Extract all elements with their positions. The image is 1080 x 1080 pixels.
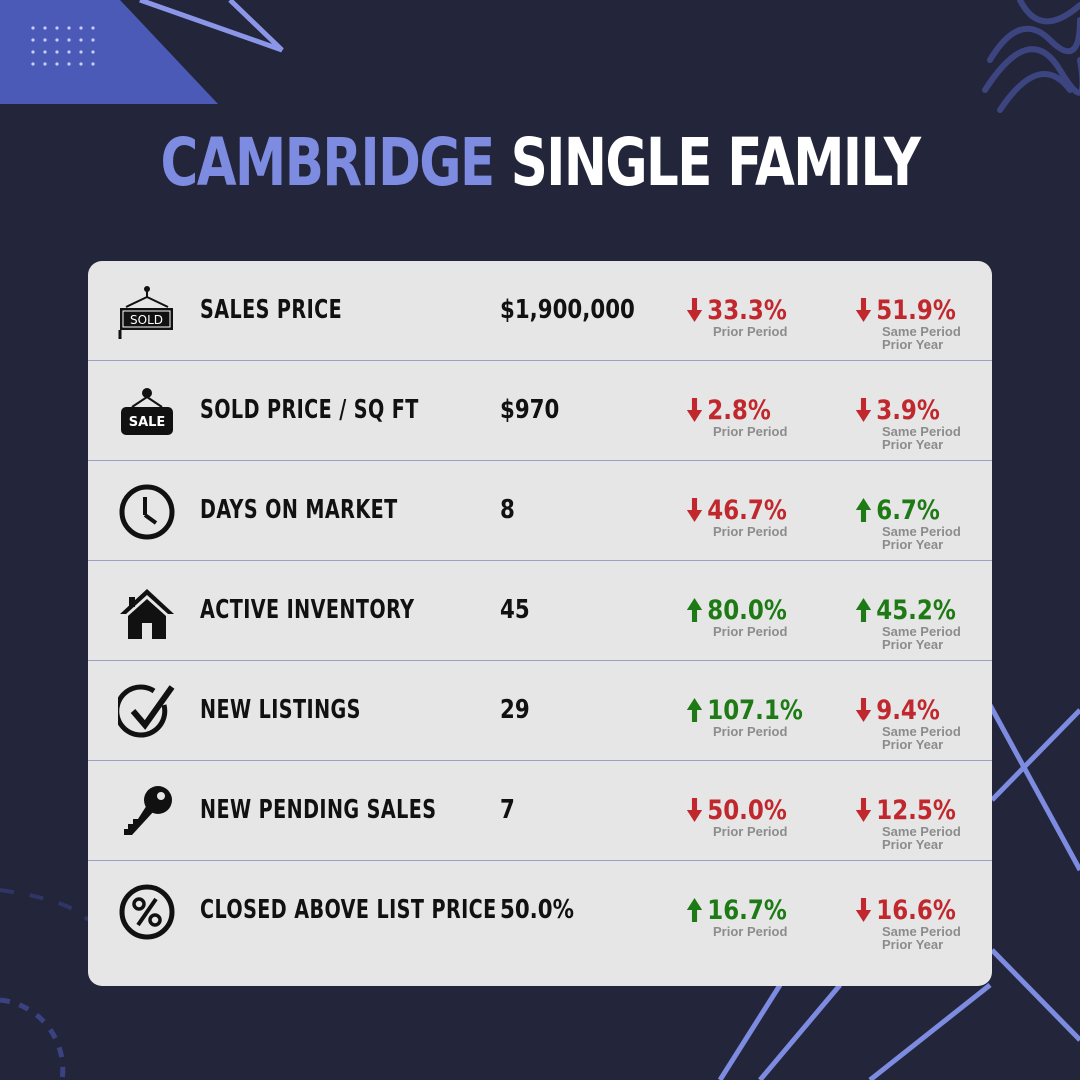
prior-period-percent: 50.0% [707,794,787,826]
prior-year-change: 12.5% Same Period Prior Year [855,795,974,851]
arrow-down-icon [855,898,872,922]
prior-period-note: Prior Period [713,524,788,539]
prior-year-percent: 45.2% [876,594,956,626]
svg-text:SOLD: SOLD [130,313,163,327]
arrow-down-icon [686,298,703,322]
prior-year-percent: 9.4% [876,694,940,726]
prior-period-percent: 2.8% [707,394,771,426]
stat-label: NEW PENDING SALES [200,795,437,825]
stats-card: SOLD SALES PRICE $1,900,000 33.3% Prior Peri… [88,261,992,986]
stat-label: SALES PRICE [200,295,343,325]
prior-period-percent: 80.0% [707,594,787,626]
prior-period-percent: 107.1% [707,694,803,726]
prior-year-percent: 6.7% [876,494,940,526]
prior-period-note: Prior Period [713,824,788,839]
stat-value: 45 [500,595,530,625]
stat-label: ACTIVE INVENTORY [200,595,415,625]
prior-year-change: 16.6% Same Period Prior Year [855,895,974,951]
stat-label: CLOSED ABOVE LIST PRICE [200,895,497,925]
stat-label: SOLD PRICE / SQ FT [200,395,419,425]
prior-period-change: 107.1% Prior Period [686,695,823,738]
prior-year-note-line2: Prior Year [882,837,944,852]
stat-row: ACTIVE INVENTORY 45 80.0% Prior Period 45.2%… [88,561,992,661]
prior-period-change: 50.0% Prior Period [686,795,805,838]
arrow-down-icon [686,398,703,422]
prior-year-change: 9.4% Same Period Prior Year [855,695,961,751]
stat-row: SOLD SALES PRICE $1,900,000 33.3% Prior Peri… [88,261,992,361]
stat-value: $1,900,000 [500,295,635,325]
key-icon [118,783,176,841]
prior-year-percent: 16.6% [876,894,956,926]
prior-period-note: Prior Period [713,724,788,739]
prior-year-note-line1: Same Period [882,724,961,739]
prior-year-change: 45.2% Same Period Prior Year [855,595,974,651]
prior-period-note: Prior Period [713,624,788,639]
stat-value: 50.0% [500,895,574,925]
arrow-up-icon [686,698,703,722]
stat-value: 7 [500,795,515,825]
prior-year-percent: 51.9% [876,294,956,326]
stat-value: 8 [500,495,515,525]
svg-text:SALE: SALE [129,415,166,430]
stat-label: DAYS ON MARKET [200,495,398,525]
clock-icon [118,483,176,541]
sale-sign-icon: SALE [118,383,176,441]
page-title: CAMBRIDGE SINGLE FAMILY [119,118,961,208]
prior-period-change: 2.8% Prior Period [686,395,787,438]
prior-year-change: 51.9% Same Period Prior Year [855,295,974,351]
prior-period-note: Prior Period [713,924,788,939]
prior-period-change: 33.3% Prior Period [686,295,805,338]
prior-year-percent: 3.9% [876,394,940,426]
prior-year-note-line2: Prior Year [882,937,944,952]
prior-period-percent: 33.3% [707,294,787,326]
arrow-down-icon [855,398,872,422]
percent-circle-icon [118,883,176,941]
stat-value: 29 [500,695,530,725]
stat-row: SALE SOLD PRICE / SQ FT $970 2.8% Prior Peri… [88,361,992,461]
prior-year-note-line1: Same Period [882,524,961,539]
arrow-up-icon [855,598,872,622]
arrow-down-icon [686,498,703,522]
stat-row: CLOSED ABOVE LIST PRICE 50.0% 16.7% Prior P… [88,861,992,961]
arrow-down-icon [855,798,872,822]
prior-period-percent: 16.7% [707,894,787,926]
arrow-up-icon [686,598,703,622]
arrow-down-icon [855,298,872,322]
prior-year-note-line1: Same Period [882,624,961,639]
prior-year-note-line2: Prior Year [882,537,944,552]
checkmark-circle-icon [114,683,176,741]
title-property-type: SINGLE FAMILY [510,124,921,201]
sold-sign-icon: SOLD [118,283,176,341]
prior-year-change: 6.7% Same Period Prior Year [855,495,961,551]
stat-row: DAYS ON MARKET 8 46.7% Prior Period 6.7% Same… [88,461,992,561]
house-icon [118,583,176,641]
arrow-up-icon [686,898,703,922]
stat-row: NEW LISTINGS 29 107.1% Prior Period 9.4% Same… [88,661,992,761]
prior-year-note-line1: Same Period [882,324,961,339]
stat-value: $970 [500,395,560,425]
prior-year-note-line1: Same Period [882,824,961,839]
stat-row: NEW PENDING SALES 7 50.0% Prior Period 12.5%… [88,761,992,861]
prior-period-change: 46.7% Prior Period [686,495,805,538]
prior-year-note-line2: Prior Year [882,437,944,452]
prior-year-change: 3.9% Same Period Prior Year [855,395,961,451]
prior-period-note: Prior Period [713,424,788,439]
prior-year-note-line2: Prior Year [882,337,944,352]
title-city: CAMBRIDGE [160,124,496,201]
prior-year-percent: 12.5% [876,794,956,826]
prior-period-change: 16.7% Prior Period [686,895,805,938]
prior-period-note: Prior Period [713,324,788,339]
stat-label: NEW LISTINGS [200,695,361,725]
arrow-up-icon [855,498,872,522]
prior-period-percent: 46.7% [707,494,787,526]
prior-year-note-line2: Prior Year [882,637,944,652]
prior-year-note-line1: Same Period [882,924,961,939]
prior-year-note-line1: Same Period [882,424,961,439]
arrow-down-icon [855,698,872,722]
arrow-down-icon [686,798,703,822]
prior-period-change: 80.0% Prior Period [686,595,805,638]
prior-year-note-line2: Prior Year [882,737,944,752]
